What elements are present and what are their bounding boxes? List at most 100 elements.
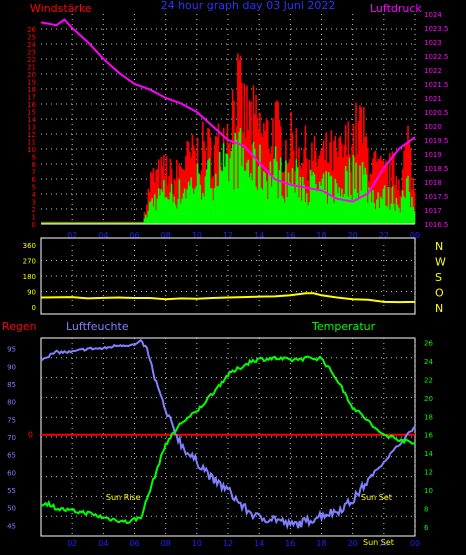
wind-speed-tick: 16 [27, 101, 36, 109]
direction-degree-tick: 0 [32, 304, 36, 312]
wind-average-bar [118, 222, 121, 224]
wind-average-bar [209, 187, 212, 224]
wind-average-bar [283, 202, 286, 224]
wind-average-bar [79, 222, 82, 224]
wind-average-bar [261, 189, 264, 224]
temperature-tick: 8 [424, 505, 428, 513]
wind-average-bar [318, 181, 321, 224]
wind-speed-tick: 21 [27, 64, 36, 72]
wind-speed-tick: 1 [32, 214, 36, 222]
wind-gust-bar [407, 125, 409, 224]
wind-average-bar [185, 198, 187, 224]
wind-average-bar [339, 196, 342, 224]
wind-gust-bar [147, 188, 150, 224]
wind-speed-tick: 20 [27, 71, 36, 79]
wind-average-bar [82, 222, 85, 224]
wind-gust-bar [282, 172, 285, 224]
wind-average-bar [152, 206, 155, 224]
wind-average-bar [176, 208, 178, 224]
humidity-tick: 45 [7, 522, 16, 530]
hour-tick-label: 14 [254, 539, 264, 548]
wind-average-bar [305, 193, 308, 224]
wind-average-bar [279, 157, 282, 224]
hour-tick-label: 12 [223, 539, 233, 548]
wind-average-bar [287, 172, 290, 224]
pressure-tick: 1022 [424, 67, 442, 75]
wind-average-bar [409, 207, 412, 224]
wind-average-bar [405, 178, 408, 224]
wind-average-bar [317, 188, 320, 224]
hour-tick-label: 08 [161, 231, 171, 240]
hour-tick-label: 08 [161, 539, 171, 548]
wind-average-bar [91, 222, 94, 224]
wind-average-bar [373, 202, 376, 224]
wind-average-bar [253, 148, 256, 224]
wind-average-bar [174, 204, 177, 224]
humidity-tick: 70 [7, 434, 16, 442]
wind-average-bar [87, 222, 90, 224]
wind-speed-tick-labels: 0123456789101112131415161718192021222324… [27, 26, 36, 229]
wind-gust-bar [240, 82, 243, 224]
wind-average-bar [235, 139, 238, 224]
temperature-label: Temperatur [311, 320, 376, 333]
wind-average-bar [361, 161, 364, 224]
wind-average-bar [155, 210, 157, 224]
hour-tick-label: 02 [67, 539, 77, 548]
pressure-axis-title: Luftdruck [370, 2, 422, 15]
wind-gust-bar [340, 143, 343, 224]
wind-average-bar [98, 222, 100, 224]
wind-gust-bar [156, 169, 159, 224]
wind-average-bar [229, 158, 231, 224]
wind-gust-bar [394, 184, 396, 224]
wind-gust-bar [392, 153, 395, 224]
wind-average-bar [298, 197, 300, 224]
wind-average-bar [133, 222, 135, 224]
wind-average-bar [224, 166, 226, 224]
temperature-line [40, 355, 416, 525]
wind-average-bar [337, 193, 339, 224]
wind-average-bar [213, 188, 216, 224]
wind-average-bar [51, 222, 53, 224]
wind-average-bar [321, 178, 324, 224]
wind-average-bar [344, 166, 347, 224]
wind-average-bar [178, 179, 181, 224]
wind-average-bar [99, 222, 102, 224]
wind-average-bar [264, 172, 266, 224]
wind-average-bar [204, 176, 207, 224]
wind-average-bar [391, 186, 394, 224]
sunset-annotation: Sun Set [361, 493, 392, 502]
wind-average-bar [169, 192, 172, 224]
wind-average-bar [212, 200, 215, 224]
wind-average-bar [72, 222, 74, 224]
wind-average-bar [42, 222, 44, 224]
rain-label: Regen [2, 320, 37, 333]
wind-gust-bar [143, 211, 146, 224]
pressure-tick: 1020 [424, 123, 442, 131]
wind-average-bar [296, 167, 299, 224]
wind-gust-bar [338, 138, 340, 224]
wind-average-bar [255, 186, 257, 224]
wind-average-bar [272, 175, 274, 224]
wind-average-bar [187, 181, 190, 224]
wind-average-bar [228, 181, 230, 224]
wind-gust-bar [216, 137, 218, 224]
compass-tick: O [435, 287, 444, 300]
wind-average-bar [304, 202, 307, 224]
wind-average-bar [183, 188, 186, 224]
wind-average-bar [348, 157, 351, 224]
wind-gust-bar [386, 164, 389, 224]
hour-tick-label: 16 [285, 231, 295, 240]
wind-average-bar [376, 199, 378, 224]
humidity-tick-labels: 95 90 85 80 75 70 65 60 55 50 45 [7, 346, 16, 531]
wind-average-bar [278, 169, 281, 224]
wind-speed-tick: 2 [32, 206, 36, 214]
wind-average-bar [385, 205, 387, 224]
wind-average-bar [144, 214, 147, 224]
wind-gust-bar [305, 157, 308, 224]
wind-average-bar [134, 222, 137, 224]
wind-average-bar [400, 197, 403, 224]
wind-average-bar [381, 198, 383, 224]
wind-average-bar [360, 190, 363, 224]
